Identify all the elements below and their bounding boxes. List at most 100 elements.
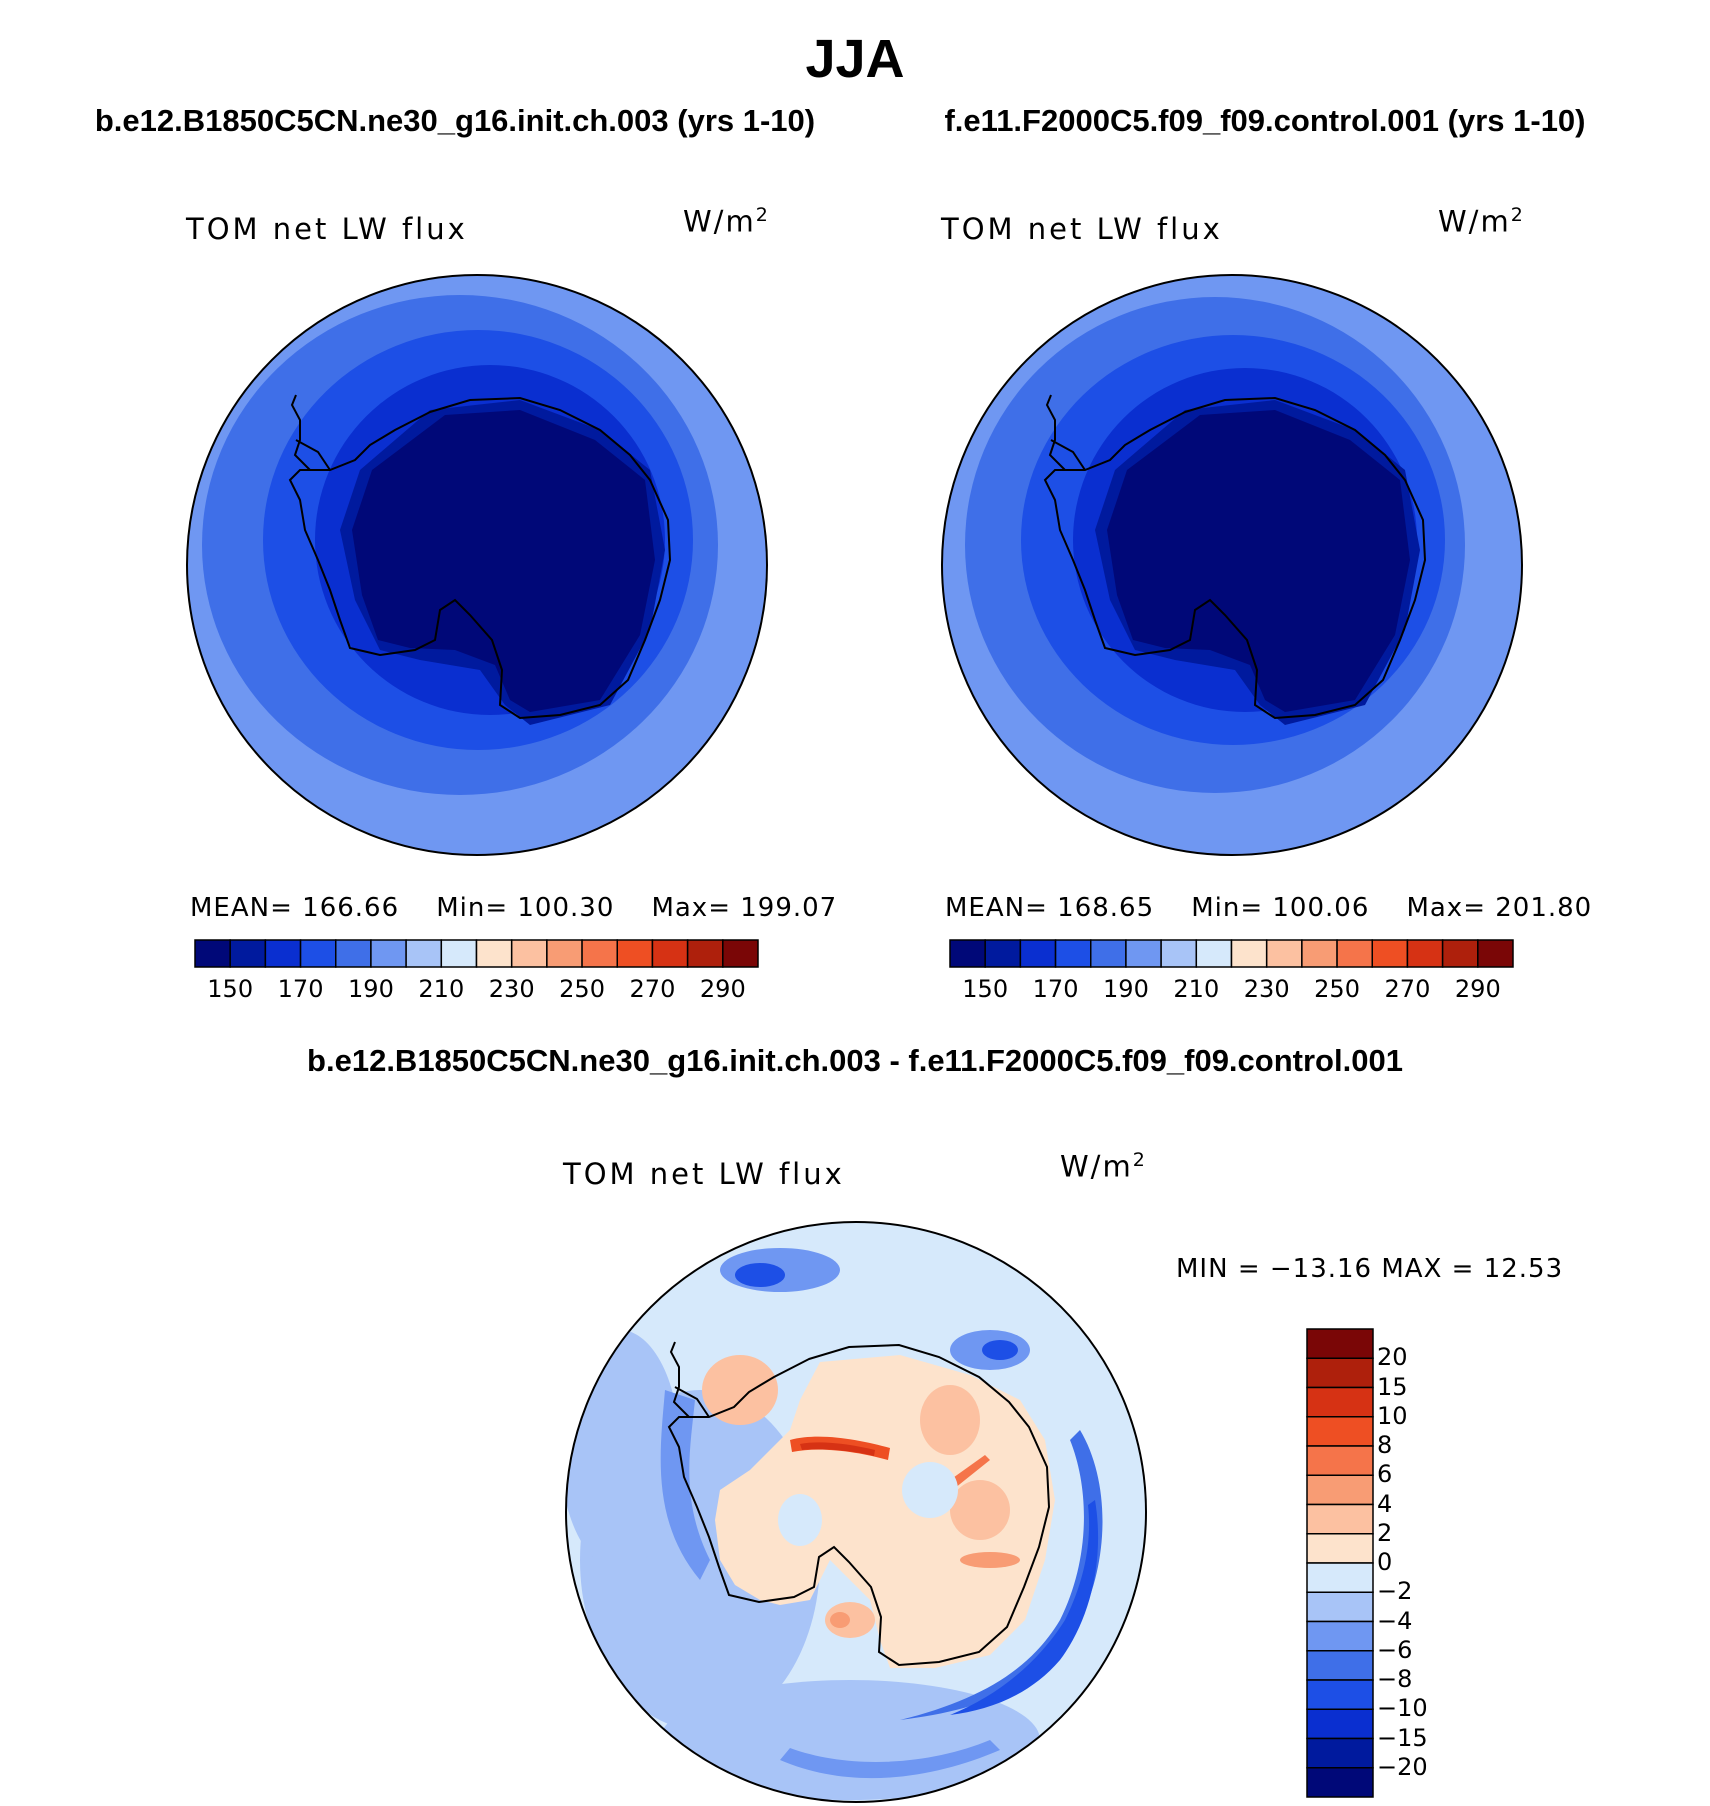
colorbar-box xyxy=(949,939,986,968)
colorbar-tick-label: 0 xyxy=(1377,1548,1393,1576)
case2-mean-value: 168.65 xyxy=(1057,893,1155,923)
colorbar-box xyxy=(1336,939,1373,968)
colorbar-box xyxy=(335,939,372,968)
colorbar-tick-label: 10 xyxy=(1377,1401,1408,1430)
case2-peninsula xyxy=(1045,394,1086,471)
colorbar-tick-label: 230 xyxy=(488,975,535,1003)
diff-map xyxy=(566,1222,1146,1802)
colorbar-box xyxy=(1265,939,1303,968)
colorbar-tick-label: 250 xyxy=(1314,975,1360,1003)
colorbar-box xyxy=(299,939,337,968)
colorbar-tick-label: 15 xyxy=(1377,1372,1408,1401)
diff-variable-label: TOM net LW flux xyxy=(563,1157,845,1191)
colorbar-tick-label: 20 xyxy=(1377,1343,1408,1372)
colorbar-box xyxy=(1090,939,1127,968)
colorbar-tick-label: 8 xyxy=(1377,1431,1393,1459)
colorbar-box xyxy=(722,939,759,968)
case2-map xyxy=(942,275,1522,855)
colorbar-tick-label: 190 xyxy=(1103,975,1149,1003)
colorbar-box xyxy=(1406,939,1444,968)
colorbar-box xyxy=(1195,939,1233,968)
colorbar-box xyxy=(1306,1708,1374,1740)
colorbar-box xyxy=(1306,1445,1374,1476)
colorbar-box xyxy=(686,939,724,968)
colorbar-box xyxy=(651,939,689,968)
case1-max-value: 199.07 xyxy=(740,893,838,923)
colorbar-box xyxy=(1306,1474,1374,1506)
colorbar-box xyxy=(510,939,548,968)
colorbar-box xyxy=(1306,1328,1374,1359)
colorbar-box xyxy=(475,939,513,968)
colorbar-box xyxy=(1306,1737,1374,1769)
colorbar-tick-label: 190 xyxy=(348,975,394,1003)
colorbar-box xyxy=(1306,1533,1374,1564)
colorbar-tick-label: −10 xyxy=(1377,1694,1428,1723)
colorbar-tick-label: 230 xyxy=(1243,975,1290,1003)
colorbar-box xyxy=(1477,939,1514,968)
colorbar-tick-label: −15 xyxy=(1377,1723,1428,1752)
diff-minmax: MIN = −13.16 MAX = 12.53 xyxy=(1176,1254,1564,1284)
case1-min-value: 100.30 xyxy=(517,893,615,923)
case2-variable-label: TOM net LW flux xyxy=(941,212,1223,246)
case1-map-border xyxy=(186,274,768,856)
case1-map xyxy=(187,275,767,855)
colorbar-box xyxy=(1306,1679,1374,1710)
colorbar-box xyxy=(1230,939,1268,968)
colorbar-tick-label: −20 xyxy=(1377,1752,1428,1781)
colorbar-box xyxy=(581,939,618,968)
colorbar-box xyxy=(984,939,1022,968)
colorbar-box xyxy=(1441,939,1479,968)
diff-peninsula xyxy=(669,1341,710,1418)
colorbar-box xyxy=(1306,1767,1374,1798)
colorbar-box xyxy=(1160,939,1198,968)
case2-title: f.e11.F2000C5.f09_f09.control.001 (yrs 1… xyxy=(944,103,1586,138)
colorbar-tick-label: 210 xyxy=(1173,975,1220,1003)
case1-mean-value: 166.66 xyxy=(302,893,400,923)
diff-antarctica-coast xyxy=(667,1343,1051,1667)
colorbar-tick-label: 250 xyxy=(559,975,605,1003)
diff-title: b.e12.B1850C5CN.ne30_g16.init.ch.003 - f… xyxy=(307,1043,1403,1078)
colorbar-box xyxy=(1306,1620,1374,1652)
case2-antarctica-coast xyxy=(1043,396,1427,720)
colorbar-tick-label: 290 xyxy=(699,975,746,1003)
colorbar-box xyxy=(194,939,231,968)
colorbar-box xyxy=(1019,939,1057,968)
colorbar-box xyxy=(1306,1357,1374,1389)
diff-colorbar xyxy=(1306,1328,1374,1798)
colorbar-tick-label: −2 xyxy=(1377,1577,1413,1606)
colorbar-tick-label: −4 xyxy=(1377,1606,1413,1635)
case2-colorbar xyxy=(949,939,1514,968)
colorbar-tick-label: −8 xyxy=(1377,1665,1413,1693)
case2-stats: MEAN= 168.65 Min= 100.06 Max= 201.80 xyxy=(945,893,1593,923)
diff-units: W/m2 xyxy=(1060,1149,1147,1184)
colorbar-box xyxy=(440,939,478,968)
case1-variable-label: TOM net LW flux xyxy=(186,212,468,246)
colorbar-tick-label: 210 xyxy=(418,975,465,1003)
colorbar-box xyxy=(1054,939,1092,968)
colorbar-tick-label: 2 xyxy=(1377,1518,1393,1547)
colorbar-tick-label: 6 xyxy=(1377,1460,1393,1489)
colorbar-box xyxy=(1306,1591,1374,1623)
colorbar-box xyxy=(1306,1503,1374,1535)
colorbar-box xyxy=(1306,1650,1374,1681)
case2-max-value: 201.80 xyxy=(1495,893,1593,923)
case1-peninsula xyxy=(290,394,331,471)
colorbar-tick-label: 4 xyxy=(1377,1489,1393,1518)
main-title: JJA xyxy=(805,29,905,89)
colorbar-box xyxy=(405,939,443,968)
colorbar-tick-label: 170 xyxy=(1032,975,1079,1003)
colorbar-tick-label: −6 xyxy=(1377,1635,1413,1664)
colorbar-box xyxy=(264,939,302,968)
case1-units: W/m2 xyxy=(683,204,770,239)
case1-antarctica-coast xyxy=(288,396,672,720)
colorbar-tick-label: 150 xyxy=(962,975,1009,1003)
case2-units: W/m2 xyxy=(1438,204,1525,239)
colorbar-box xyxy=(229,939,267,968)
colorbar-tick-label: 290 xyxy=(1454,975,1501,1003)
colorbar-tick-label: 170 xyxy=(277,975,324,1003)
colorbar-tick-label: 270 xyxy=(1384,975,1431,1003)
case1-title: b.e12.B1850C5CN.ne30_g16.init.ch.003 (yr… xyxy=(94,103,816,138)
case1-colorbar xyxy=(194,939,759,968)
colorbar-box xyxy=(616,939,654,968)
